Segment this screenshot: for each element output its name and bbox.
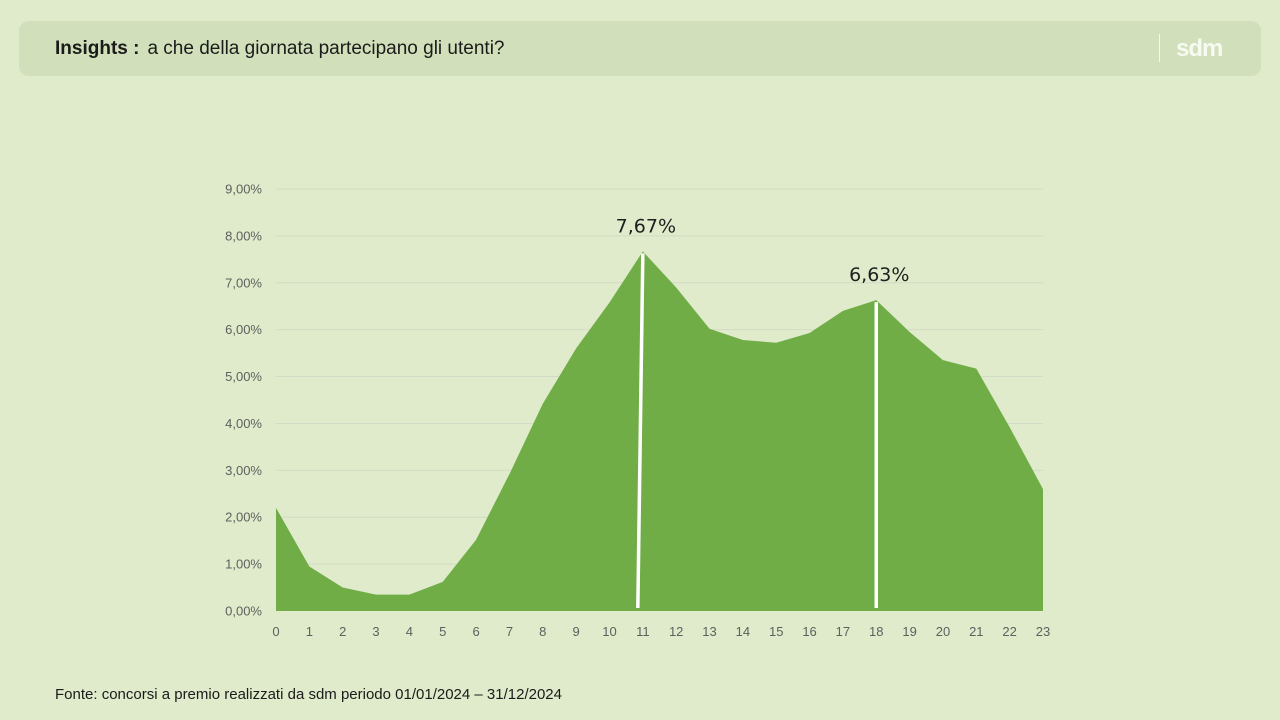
- x-tick-label: 11: [636, 624, 650, 639]
- y-axis-ticks: 0,00% 1,00% 2,00% 3,00% 4,00% 5,00% 6,00% 7,00%…: [225, 182, 262, 619]
- x-tick-label: 6: [472, 624, 479, 639]
- header-divider: [1159, 34, 1160, 62]
- peak-value-label: 6,63%: [849, 264, 909, 286]
- peak-marker-line: [636, 253, 645, 609]
- header-bar: Insights : a che della giornata partecipa…: [19, 21, 1261, 76]
- x-axis-ticks: 0 1 2 3 4 5 6 7 8 9 10 11 12 13 14 15 16 17 18 19 20 21 22 23: [272, 624, 1050, 639]
- x-tick-label: 13: [702, 624, 716, 639]
- sdm-logo: sdm: [1176, 35, 1223, 62]
- x-tick-label: 22: [1002, 624, 1016, 639]
- x-tick-label: 14: [736, 624, 750, 639]
- x-tick-label: 10: [602, 624, 616, 639]
- x-tick-label: 8: [539, 624, 546, 639]
- x-tick-label: 3: [372, 624, 379, 639]
- x-tick-label: 23: [1036, 624, 1050, 639]
- y-tick-label: 7,00%: [225, 275, 262, 290]
- x-tick-label: 0: [272, 624, 279, 639]
- y-tick-label: 0,00%: [225, 604, 262, 619]
- x-tick-label: 15: [769, 624, 783, 639]
- y-tick-label: 1,00%: [225, 557, 262, 572]
- y-tick-label: 9,00%: [225, 182, 262, 197]
- x-tick-label: 5: [439, 624, 446, 639]
- y-tick-label: 4,00%: [225, 416, 262, 431]
- data-labels: 7,67% 6,63%: [616, 215, 910, 286]
- source-note: Fonte: concorsi a premio realizzati da s…: [55, 686, 562, 703]
- page-title: Insights : a che della giornata partecipa…: [55, 21, 504, 76]
- y-tick-label: 8,00%: [225, 228, 262, 243]
- y-tick-label: 2,00%: [225, 510, 262, 525]
- x-tick-label: 20: [936, 624, 950, 639]
- x-tick-label: 1: [306, 624, 313, 639]
- participation-area: [276, 251, 1043, 612]
- x-tick-label: 18: [869, 624, 883, 639]
- peak-value-label: 7,67%: [616, 215, 676, 237]
- y-tick-label: 6,00%: [225, 322, 262, 337]
- title-prefix: Insights :: [55, 38, 140, 59]
- title-text: a che della giornata partecipano gli ute…: [147, 38, 505, 59]
- x-tick-label: 12: [669, 624, 683, 639]
- x-tick-label: 7: [506, 624, 513, 639]
- x-tick-label: 4: [406, 624, 413, 639]
- peak-markers: [636, 253, 879, 609]
- x-tick-label: 2: [339, 624, 346, 639]
- x-tick-label: 9: [573, 624, 580, 639]
- y-tick-label: 3,00%: [225, 463, 262, 478]
- x-tick-label: 16: [802, 624, 816, 639]
- y-tick-label: 5,00%: [225, 369, 262, 384]
- x-tick-label: 19: [902, 624, 916, 639]
- x-tick-label: 21: [969, 624, 983, 639]
- x-tick-label: 17: [836, 624, 850, 639]
